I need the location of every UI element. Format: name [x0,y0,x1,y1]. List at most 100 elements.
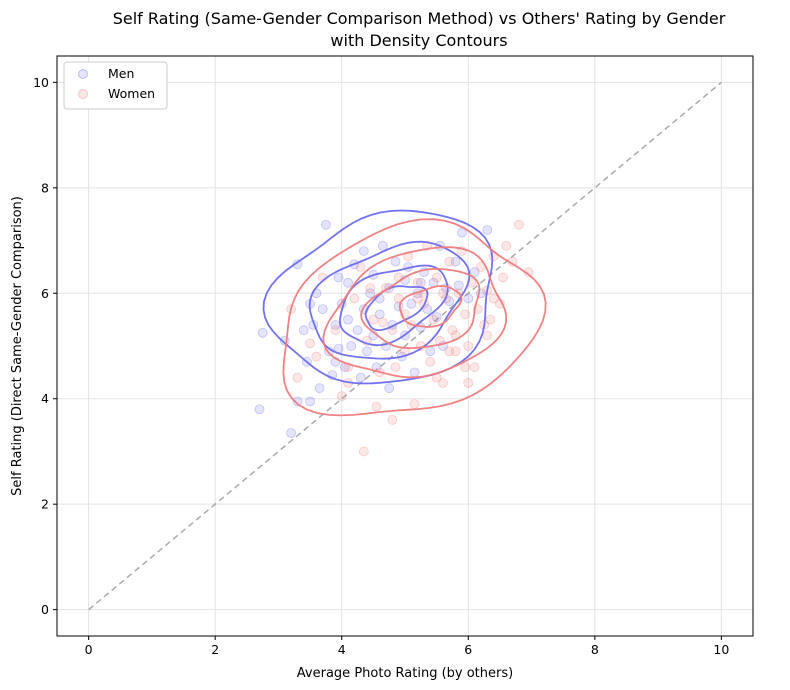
scatter-point-men [457,227,467,238]
scatter-point-men [463,293,474,304]
scatter-point-women [412,277,423,288]
y-tick-label: 10 [33,75,49,90]
density-contours [262,209,547,417]
scatter-point-men [425,346,436,357]
reference-line-diagonal [88,81,722,611]
y-tick-label: 2 [41,497,49,512]
scatter-point-men [305,396,315,407]
y-axis-label: Self Rating (Direct Same-Gender Comparis… [10,196,25,496]
legend-label-men: Men [108,66,134,81]
scatter-point-men [453,280,464,291]
x-tick-label: 8 [591,642,599,657]
y-tick-label: 0 [41,602,49,617]
scatter-point-men [422,304,433,314]
x-tick-label: 10 [713,642,729,657]
grid-lines [57,56,753,636]
scatter-point-women [463,341,474,351]
scatter-point-men [314,383,325,394]
scatter-point-men [355,372,366,383]
legend-label-women: Women [108,86,155,101]
scatter-point-women [425,356,436,367]
scatter-point-men [450,256,461,267]
x-tick-label: 6 [464,642,472,657]
scatter-point-women [292,372,303,383]
plot-frame [56,55,754,637]
scatter-point-women [444,256,455,267]
scatter-point-women [305,338,315,349]
scatter-point-women [377,317,388,328]
scatter-point-men [346,341,357,351]
scatter-point-women [460,309,471,320]
scatter-point-men [482,225,493,235]
scatter-point-men [292,396,303,407]
scatter-point-women [428,314,439,325]
scatter-point-women [368,314,379,325]
scatter-point-men [374,309,385,320]
legend-marker-men [78,69,88,79]
scatter-point-women [444,346,455,357]
x-axis-label: Average Photo Rating (by others) [297,666,513,681]
scatter-point-men [409,367,420,378]
scatter-point-men [333,272,344,283]
scatter-point-women [412,293,423,304]
density-contour-women [282,218,547,417]
density-contour-men [364,285,429,331]
chart-title-line1: Self Rating (Same-Gender Comparison Meth… [113,9,726,28]
scatter-point-women [485,314,496,325]
y-tick-label: 6 [41,286,49,301]
legend-box [63,61,168,110]
scatter-point-men [377,240,388,251]
scatter-point-men [358,246,369,256]
scatter-point-men [321,219,331,230]
scatter-point-women [438,378,448,388]
scatter-point-women [488,293,499,304]
axis-ticks: 0 2 4 6 8 10 0 2 4 6 8 10 [33,75,729,657]
scatter-point-women [460,362,471,372]
scatter-point-women [358,446,369,457]
legend: Men Women [63,61,168,110]
scatter-point-men [365,288,376,299]
reference-line [88,81,722,611]
density-contour-men [338,264,449,347]
scatter-point-men [406,298,417,309]
scatter-point-women [463,378,474,388]
chart-title-line2: with Density Contours [330,31,507,50]
scatter-point-women [336,391,347,401]
scatter-point-men [343,314,353,325]
scatter-point-women [447,325,458,336]
density-contour-men [308,240,471,360]
y-tick-label: 8 [41,180,49,195]
scatter-point-men [257,327,268,338]
scatter-point-women [431,272,442,283]
scatter-point-women [482,330,493,341]
scatter-point-women [409,399,420,409]
density-contour-women [398,285,463,328]
scatter-point-women [513,219,524,230]
scatter-point-men [352,325,363,336]
scatter-point-women [390,362,401,372]
scatter-point-men [286,428,297,438]
scatter-point-men [298,325,309,336]
x-tick-label: 0 [85,642,93,657]
scatter-point-men [390,256,401,267]
scatter-point-men [469,267,480,278]
x-tick-label: 2 [211,642,219,657]
scatter-point-women [330,325,341,336]
scatter-point-women [469,362,480,372]
scatter-point-men [362,346,372,357]
density-contour-women [360,267,481,350]
y-tick-label: 4 [41,391,49,406]
scatter-point-women [365,283,376,293]
legend-marker-women [78,89,88,99]
scatter-point-women [311,351,322,362]
scatter-point-men [343,277,353,288]
scatter-point-men [317,304,328,314]
scatter-point-women [498,272,508,283]
density-contour-women [322,246,508,379]
scatter-point-women [387,414,398,425]
scatter-point-women [371,401,382,412]
scatter-point-women [501,240,512,251]
scatter-point-women [450,346,461,357]
scatter-point-men [431,312,442,322]
